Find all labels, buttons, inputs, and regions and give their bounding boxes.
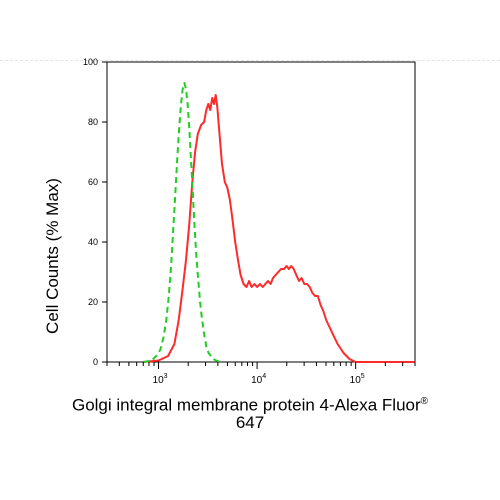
series-line-1	[143, 94, 415, 363]
x-axis-label-line2: 647	[235, 413, 265, 432]
x-tick-base: 10	[251, 375, 263, 386]
y-axis-label: Cell Counts (% Max)	[43, 178, 62, 334]
x-tick-base: 10	[153, 375, 165, 386]
x-tick-label: 103	[153, 373, 168, 386]
y-tick-label: 20	[88, 297, 98, 307]
x-tick-label: 104	[251, 373, 266, 386]
y-tick-label: 80	[88, 117, 98, 127]
page-divider	[0, 60, 500, 61]
y-tick-label: 0	[93, 357, 98, 367]
registered-mark: ®	[420, 396, 429, 407]
y-tick-label: 60	[88, 177, 98, 187]
plot-frame	[106, 61, 416, 363]
x-tick-label: 105	[350, 373, 365, 386]
series-line-2	[143, 82, 221, 363]
x-tick-exponent: 4	[262, 373, 266, 380]
x-axis-label-text: Golgi integral membrane protein 4-Alexa …	[71, 395, 421, 415]
plot-axes	[106, 61, 416, 363]
series-layer	[143, 82, 415, 363]
x-tick-exponent: 3	[164, 373, 168, 380]
y-tick-label: 100	[83, 57, 98, 67]
x-tick-base: 10	[350, 375, 362, 386]
y-tick-label: 40	[88, 237, 98, 247]
x-tick-exponent: 5	[361, 373, 365, 380]
x-axis-label: Golgi integral membrane protein 4-Alexa …	[0, 392, 500, 416]
